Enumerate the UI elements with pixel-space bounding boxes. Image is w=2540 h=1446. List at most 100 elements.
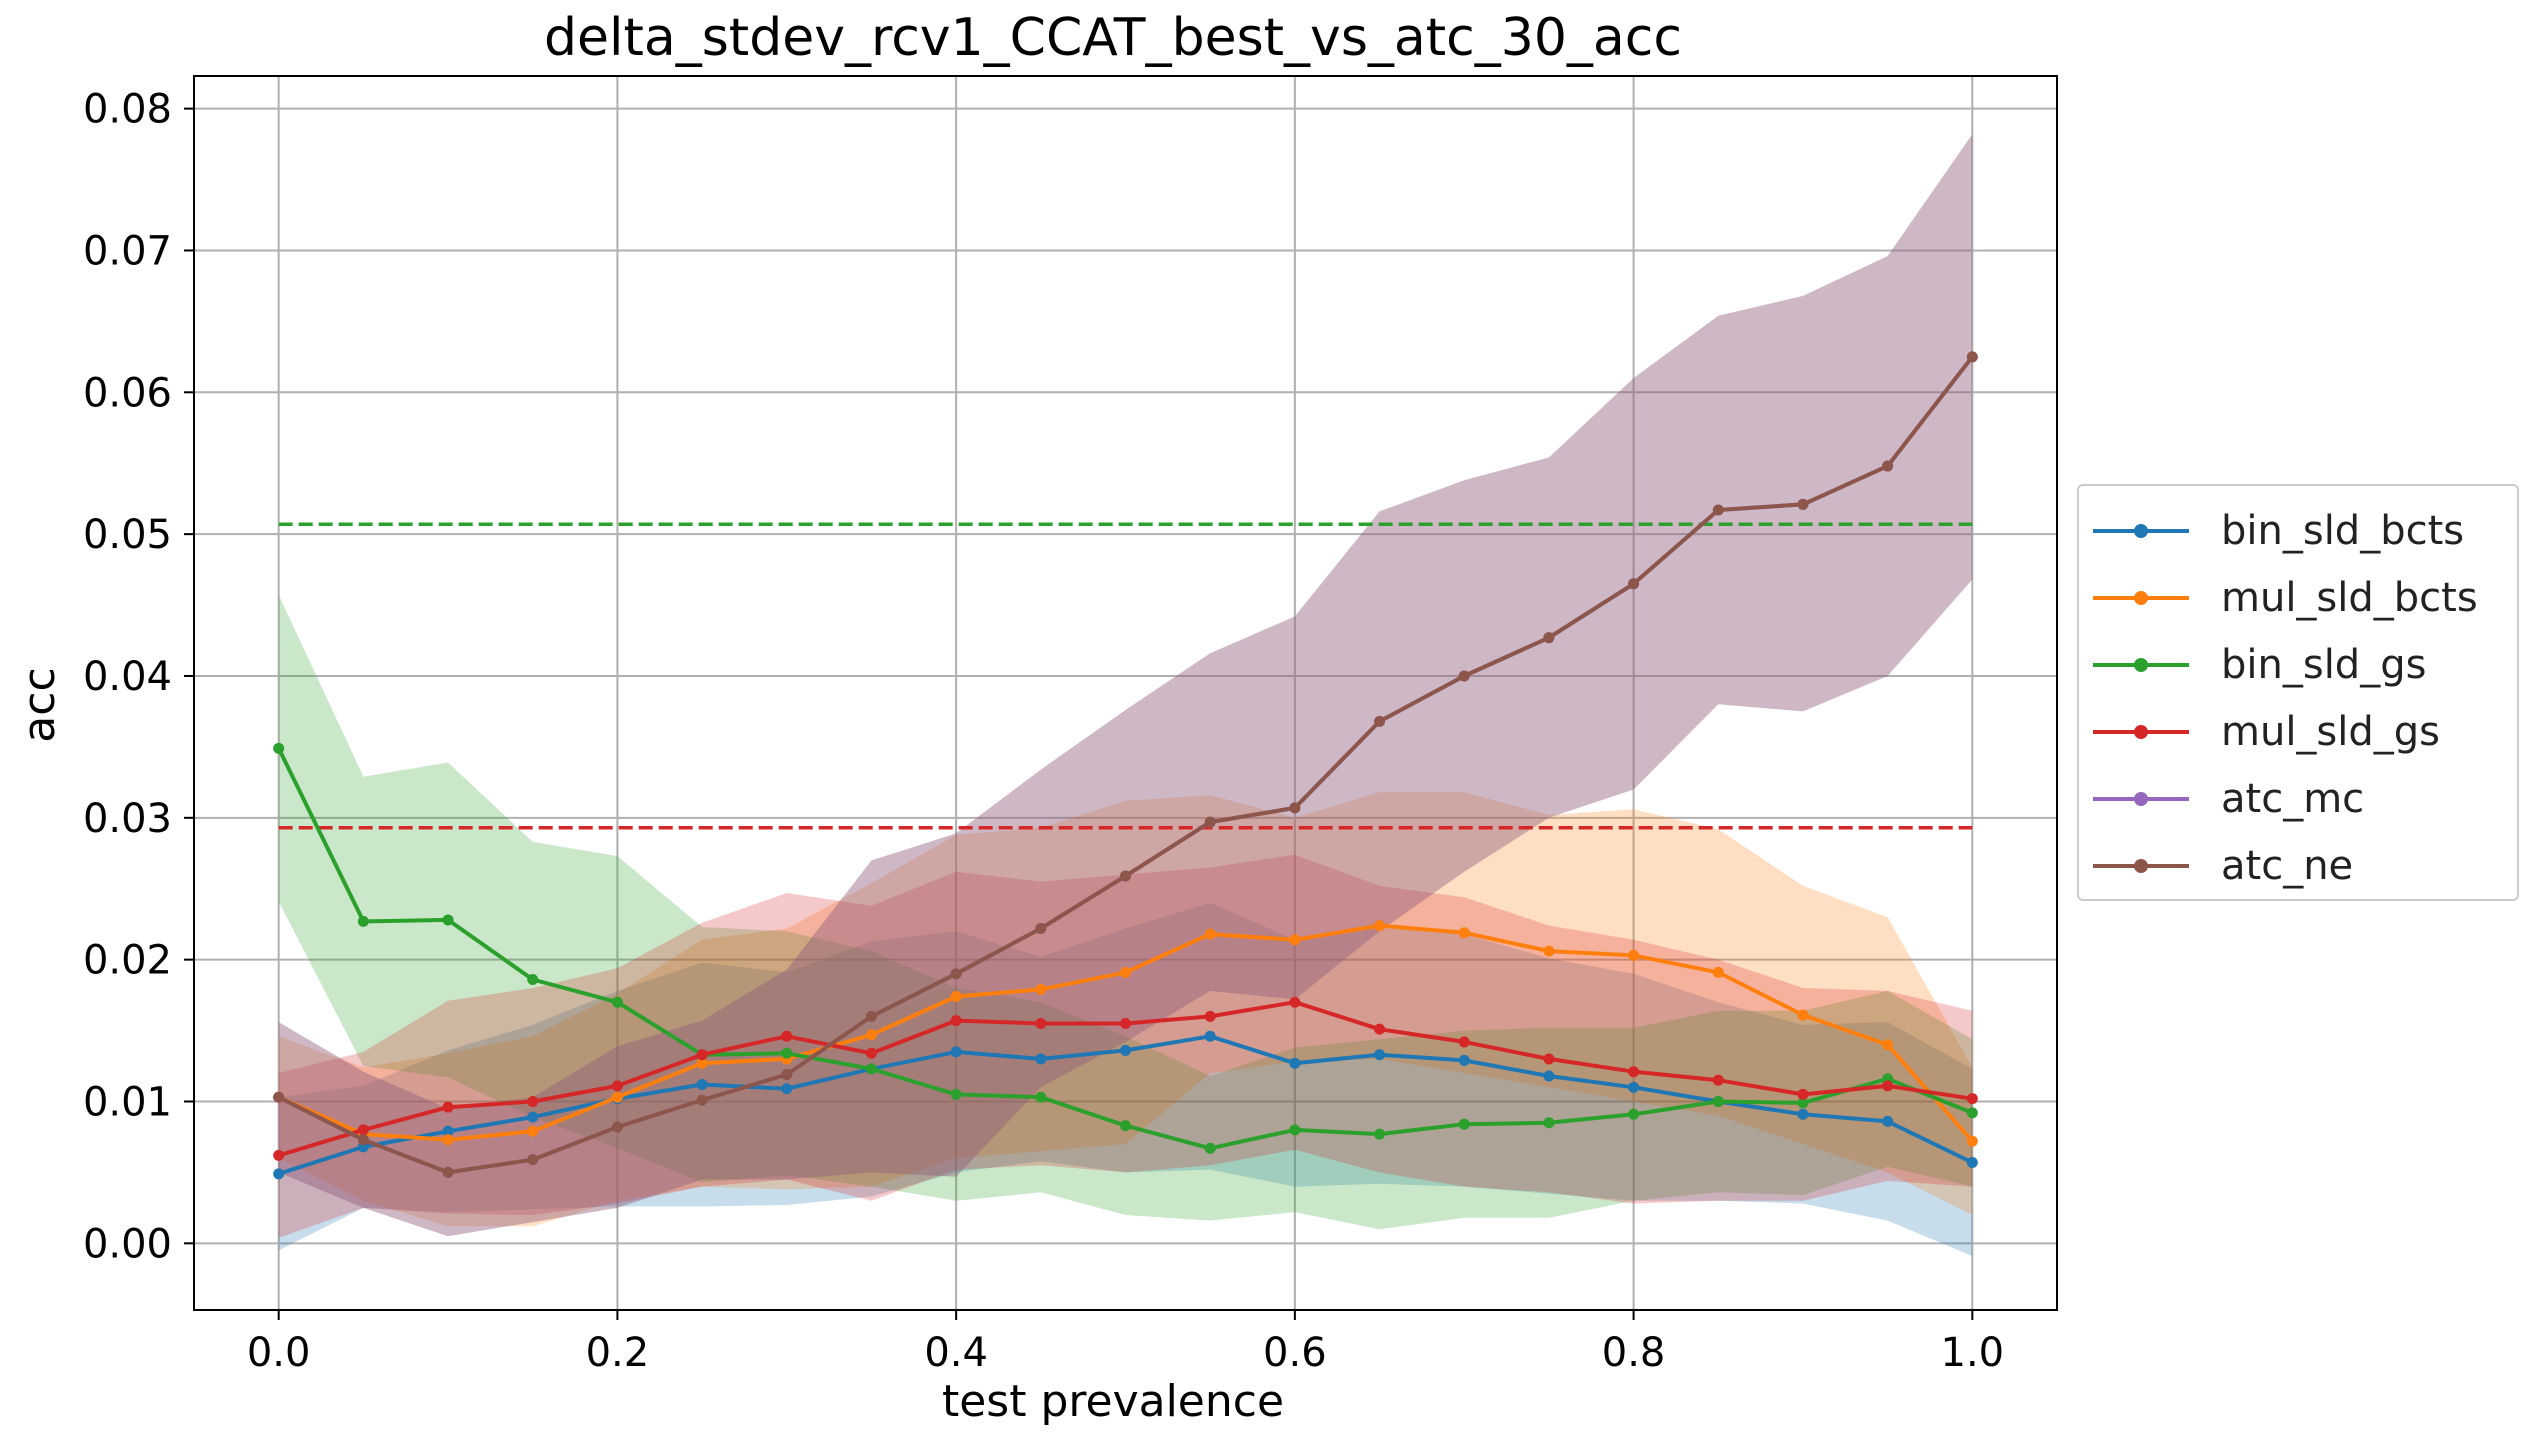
data-point-atc_ne	[1204, 816, 1216, 828]
data-point-mul_sld_bcts	[865, 1029, 877, 1041]
data-point-atc_ne	[1543, 632, 1555, 644]
data-point-atc_ne	[1882, 460, 1894, 472]
data-point-bin_sld_gs	[1374, 1128, 1386, 1140]
data-point-bin_sld_gs	[1797, 1097, 1809, 1109]
data-point-mul_sld_gs	[1966, 1093, 1978, 1105]
data-point-mul_sld_gs	[1120, 1017, 1131, 1029]
data-point-mul_sld_gs	[611, 1080, 623, 1092]
data-point-mul_sld_bcts	[527, 1125, 539, 1137]
confidence-band-bin_sld_bcts	[278, 902, 1973, 1257]
data-point-atc_ne	[781, 1069, 793, 1081]
data-point-mul_sld_bcts	[1628, 949, 1640, 961]
data-point-bin_sld_bcts	[1374, 1049, 1386, 1061]
data-point-mul_sld_bcts	[1120, 966, 1131, 978]
confidence-band-mul_sld_bcts	[278, 792, 1973, 1227]
data-point-mul_sld_gs	[442, 1101, 454, 1113]
x-tick-label: 0.8	[1602, 1330, 1666, 1376]
data-point-bin_sld_bcts	[1204, 1030, 1216, 1042]
data-point-bin_sld_gs	[1035, 1091, 1047, 1103]
data-point-atc_ne	[1966, 351, 1978, 363]
y-tick-label: 0.08	[83, 87, 172, 133]
y-axis-label: acc	[14, 667, 65, 742]
legend-item-mul_sld_bcts: mul_sld_bcts	[2079, 567, 2517, 629]
data-point-bin_sld_bcts	[1882, 1115, 1894, 1127]
data-point-bin_sld_bcts	[273, 1168, 285, 1180]
y-tick-label: 0.00	[83, 1221, 172, 1267]
data-point-mul_sld_bcts	[1966, 1135, 1978, 1147]
data-point-bin_sld_bcts	[1543, 1070, 1555, 1082]
data-point-bin_sld_gs	[527, 974, 539, 986]
data-point-mul_sld_gs	[527, 1095, 539, 1107]
data-point-atc_ne	[1458, 670, 1470, 682]
y-tick-label: 0.04	[83, 654, 172, 700]
data-point-atc_ne	[1712, 504, 1724, 516]
data-point-mul_sld_gs	[1289, 996, 1301, 1008]
data-point-bin_sld_gs	[1628, 1108, 1640, 1120]
data-point-mul_sld_bcts	[1204, 928, 1216, 940]
data-point-atc_ne	[1289, 802, 1301, 814]
y-tick-label: 0.02	[83, 938, 172, 984]
data-point-atc_ne	[865, 1010, 877, 1022]
data-point-mul_sld_bcts	[1458, 927, 1470, 939]
x-axis-label: test prevalence	[942, 1376, 1284, 1427]
data-point-mul_sld_bcts	[1035, 983, 1047, 995]
legend-marker	[2134, 792, 2148, 806]
data-point-bin_sld_gs	[611, 996, 623, 1008]
data-point-mul_sld_bcts	[1374, 920, 1386, 932]
data-point-atc_ne	[1374, 715, 1386, 727]
legend-marker	[2134, 524, 2148, 538]
data-point-bin_sld_bcts	[1035, 1053, 1047, 1065]
data-point-mul_sld_bcts	[1712, 966, 1724, 978]
y-tick-label: 0.03	[83, 796, 172, 842]
data-point-mul_sld_bcts	[442, 1134, 454, 1146]
data-point-mul_sld_gs	[1458, 1036, 1470, 1048]
legend-marker	[2134, 658, 2148, 672]
x-tick-label: 0.4	[924, 1330, 988, 1376]
y-tick-label: 0.01	[83, 1079, 172, 1125]
legend-item-mul_sld_gs: mul_sld_gs	[2079, 701, 2517, 763]
legend-label: atc_mc	[2221, 776, 2365, 822]
y-tick-label: 0.07	[83, 228, 172, 274]
data-point-bin_sld_gs	[357, 915, 369, 927]
data-point-mul_sld_bcts	[1289, 934, 1301, 946]
data-point-atc_ne	[1628, 578, 1640, 590]
data-point-mul_sld_gs	[273, 1149, 285, 1161]
y-tick-label: 0.05	[83, 512, 172, 558]
data-point-bin_sld_bcts	[1797, 1108, 1809, 1120]
y-tick-label: 0.06	[83, 370, 172, 416]
legend-label: atc_ne	[2221, 843, 2354, 889]
data-point-bin_sld_gs	[1543, 1117, 1555, 1129]
data-point-bin_sld_bcts	[1628, 1081, 1640, 1093]
data-point-atc_ne	[611, 1121, 623, 1133]
data-point-mul_sld_gs	[950, 1015, 962, 1027]
plot-frame	[193, 75, 2058, 1311]
data-point-atc_ne	[696, 1094, 708, 1106]
data-point-atc_ne	[1035, 922, 1047, 934]
chart-title: delta_stdev_rcv1_CCAT_best_vs_atc_30_acc	[544, 8, 1682, 68]
data-point-mul_sld_gs	[1712, 1074, 1724, 1086]
data-point-atc_ne	[527, 1154, 539, 1166]
data-point-mul_sld_gs	[1628, 1066, 1640, 1078]
data-point-atc_ne	[357, 1134, 369, 1146]
data-point-mul_sld_gs	[1882, 1080, 1894, 1092]
data-point-mul_sld_bcts	[1882, 1039, 1894, 1051]
data-point-bin_sld_bcts	[1458, 1054, 1470, 1066]
data-point-mul_sld_bcts	[1797, 1009, 1809, 1021]
data-point-mul_sld_bcts	[611, 1091, 623, 1103]
data-point-bin_sld_gs	[950, 1088, 962, 1100]
legend-label: bin_sld_bcts	[2221, 508, 2465, 554]
legend-item-bin_sld_bcts: bin_sld_bcts	[2079, 500, 2517, 562]
legend-item-atc_ne: atc_ne	[2079, 835, 2517, 897]
data-point-bin_sld_gs	[865, 1063, 877, 1075]
data-point-mul_sld_bcts	[950, 991, 962, 1003]
data-point-bin_sld_bcts	[1289, 1057, 1301, 1069]
data-point-mul_sld_bcts	[696, 1057, 708, 1069]
data-point-mul_sld_gs	[865, 1047, 877, 1059]
data-point-mul_sld_gs	[781, 1030, 793, 1042]
data-point-atc_ne	[1797, 498, 1809, 510]
data-point-bin_sld_bcts	[442, 1125, 454, 1137]
data-point-bin_sld_bcts	[950, 1046, 962, 1058]
data-point-bin_sld_bcts	[1120, 1044, 1131, 1056]
legend-item-bin_sld_gs: bin_sld_gs	[2079, 634, 2517, 696]
